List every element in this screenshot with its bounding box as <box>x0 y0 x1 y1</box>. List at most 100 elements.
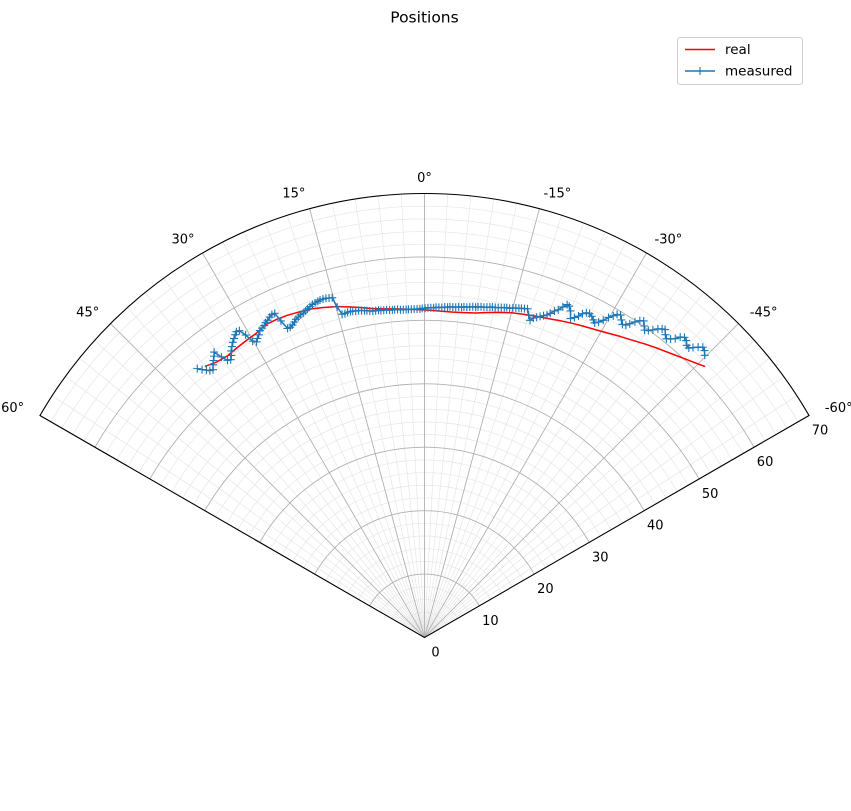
data-point-measured <box>644 326 653 335</box>
minor-spoke <box>354 198 425 638</box>
data-point-measured <box>210 348 219 357</box>
data-point-measured <box>227 342 236 351</box>
data-point-measured <box>604 313 613 322</box>
data-point-measured <box>680 333 689 342</box>
data-point-measured <box>590 318 599 327</box>
major-arc <box>149 319 700 480</box>
major-spoke <box>202 252 425 638</box>
data-point-measured <box>241 331 250 340</box>
data-point-measured <box>630 317 639 326</box>
theta-tick-label: 30° <box>171 233 194 248</box>
data-point-measured <box>252 337 261 346</box>
major-arc <box>259 446 590 543</box>
radial-tick-label: 0 <box>431 646 439 661</box>
radial-tick-label: 50 <box>702 487 719 502</box>
minor-spoke <box>94 340 425 638</box>
data-point-measured <box>625 319 634 328</box>
data-point-measured <box>616 311 625 320</box>
data-point-measured <box>639 316 648 325</box>
legend: real measured <box>677 37 803 85</box>
theta-tick-label: 60° <box>1 401 24 416</box>
minor-spoke <box>265 222 425 638</box>
minor-spoke <box>377 195 425 638</box>
data-point-measured <box>253 334 262 343</box>
data-point-measured <box>661 330 670 339</box>
major-grid <box>94 193 755 638</box>
data-point-measured <box>698 343 707 352</box>
data-point-measured <box>613 310 622 319</box>
radial-tick-labels: 0 10 20 30 40 50 60 70 <box>431 424 828 661</box>
data-point-measured <box>193 364 202 373</box>
data-point-measured <box>587 312 596 321</box>
minor-spoke <box>163 278 425 638</box>
radial-tick-label: 60 <box>757 455 774 470</box>
minor-spoke <box>400 194 425 638</box>
minor-spoke <box>424 395 798 638</box>
minor-spoke <box>424 357 770 638</box>
series-layer <box>193 293 709 375</box>
legend-plus-marker <box>696 67 704 75</box>
minor-spoke <box>65 376 425 638</box>
minor-spoke <box>424 215 563 638</box>
data-point-measured <box>648 325 657 334</box>
minor-spoke <box>424 203 518 638</box>
data-point-measured <box>565 302 574 311</box>
theta-tick-label: 15° <box>282 187 305 202</box>
legend-entry-measured: measured <box>725 64 792 80</box>
data-point-measured <box>546 309 555 318</box>
data-point-measured <box>609 311 618 320</box>
legend-entry-real: real <box>725 42 751 58</box>
data-point-measured <box>524 311 533 320</box>
minor-spoke <box>79 357 425 638</box>
data-point-measured <box>529 314 538 323</box>
data-point-measured <box>550 307 559 316</box>
minor-spoke <box>424 340 755 638</box>
data-point-measured <box>617 315 626 324</box>
minor-spoke <box>424 292 705 638</box>
radial-tick-label: 20 <box>537 582 554 597</box>
minor-spoke <box>51 395 425 638</box>
minor-spoke <box>286 215 425 638</box>
data-point-measured <box>532 313 541 322</box>
data-point-measured <box>599 316 608 325</box>
major-spoke <box>424 252 647 638</box>
data-point-measured <box>301 306 310 315</box>
theta-tick-labels: 60° 45° 30° 15° 0° -15° -30° -45° -60° <box>1 171 851 416</box>
data-point-measured <box>523 304 532 313</box>
data-point-measured <box>566 306 575 315</box>
data-point-measured <box>226 355 235 364</box>
major-arc <box>314 510 535 575</box>
data-point-measured <box>254 330 263 339</box>
frame-outline <box>39 193 810 639</box>
data-point-measured <box>217 352 226 361</box>
minor-spoke <box>182 264 425 638</box>
major-spoke <box>309 208 425 638</box>
major-arc <box>369 573 480 607</box>
data-point-measured <box>700 351 709 360</box>
minor-spoke <box>424 278 686 638</box>
data-point-measured <box>276 316 285 325</box>
theta-tick-label: -60° <box>825 401 851 416</box>
minor-spoke <box>243 231 425 638</box>
minor-spoke <box>424 194 449 638</box>
data-point-measured <box>618 320 627 329</box>
minor-spoke <box>424 231 606 638</box>
theta-tick-label: 0° <box>417 171 432 186</box>
minor-spoke <box>331 203 425 638</box>
data-point-measured <box>227 346 236 355</box>
data-point-measured <box>558 302 567 311</box>
major-arc <box>204 383 645 511</box>
minor-spoke <box>424 307 722 638</box>
minor-spoke <box>424 222 584 638</box>
minor-spoke <box>222 241 425 638</box>
minor-spoke <box>424 195 472 638</box>
data-point-measured <box>228 338 237 347</box>
major-spoke <box>110 323 425 638</box>
data-point-measured <box>671 334 680 343</box>
data-point-measured <box>328 293 337 302</box>
data-point-measured <box>566 314 575 323</box>
data-point-measured <box>270 309 279 318</box>
minor-spoke <box>127 307 425 638</box>
minor-spoke <box>424 241 627 638</box>
